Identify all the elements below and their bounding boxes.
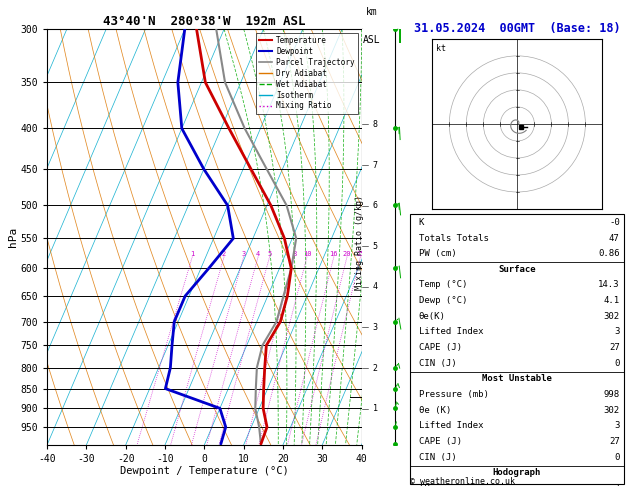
Text: 3: 3: [615, 421, 620, 430]
Text: ASL: ASL: [363, 35, 381, 45]
Text: 302: 302: [604, 406, 620, 415]
Text: Lifted Index: Lifted Index: [419, 421, 483, 430]
Text: CIN (J): CIN (J): [419, 452, 456, 462]
Text: 2: 2: [222, 251, 226, 257]
Text: -0: -0: [609, 218, 620, 227]
Text: 0.86: 0.86: [598, 249, 620, 258]
Text: K: K: [419, 218, 424, 227]
Text: 8: 8: [292, 251, 297, 257]
Text: Totals Totals: Totals Totals: [419, 234, 489, 243]
Y-axis label: hPa: hPa: [8, 227, 18, 247]
Legend: Temperature, Dewpoint, Parcel Trajectory, Dry Adiabat, Wet Adiabat, Isotherm, Mi: Temperature, Dewpoint, Parcel Trajectory…: [255, 33, 358, 114]
FancyBboxPatch shape: [410, 214, 624, 484]
Text: 27: 27: [609, 437, 620, 446]
Text: CAPE (J): CAPE (J): [419, 343, 462, 352]
Text: 25: 25: [356, 251, 365, 257]
Text: 31.05.2024  00GMT  (Base: 18): 31.05.2024 00GMT (Base: 18): [414, 22, 620, 35]
Text: 302: 302: [604, 312, 620, 321]
Text: -7: -7: [609, 484, 620, 486]
Text: 4: 4: [256, 251, 260, 257]
Text: Dewp (°C): Dewp (°C): [419, 296, 467, 305]
Text: 8: 8: [372, 120, 377, 129]
Text: Lifted Index: Lifted Index: [419, 328, 483, 336]
Text: EH: EH: [419, 484, 430, 486]
Text: LCL: LCL: [363, 392, 377, 401]
Text: 3: 3: [615, 328, 620, 336]
Text: Temp (°C): Temp (°C): [419, 280, 467, 290]
Text: 47: 47: [609, 234, 620, 243]
Text: 7: 7: [372, 160, 377, 170]
Text: 14.3: 14.3: [598, 280, 620, 290]
X-axis label: Dewpoint / Temperature (°C): Dewpoint / Temperature (°C): [120, 467, 289, 476]
Text: PW (cm): PW (cm): [419, 249, 456, 258]
Text: kt: kt: [436, 44, 446, 53]
Text: 0: 0: [615, 452, 620, 462]
Text: Most Unstable: Most Unstable: [482, 374, 552, 383]
Text: km: km: [366, 7, 377, 17]
Text: 3: 3: [372, 323, 377, 332]
Text: 1: 1: [190, 251, 194, 257]
Text: θe (K): θe (K): [419, 406, 451, 415]
Text: 998: 998: [604, 390, 620, 399]
Text: 1: 1: [372, 404, 377, 413]
Text: Hodograph: Hodograph: [493, 468, 541, 477]
Text: Mixing Ratio (g/kg): Mixing Ratio (g/kg): [355, 195, 364, 291]
Text: θe(K): θe(K): [419, 312, 445, 321]
Title: 43°40'N  280°38'W  192m ASL: 43°40'N 280°38'W 192m ASL: [103, 15, 306, 28]
Text: 4: 4: [372, 282, 377, 291]
Text: 4.1: 4.1: [604, 296, 620, 305]
Text: Surface: Surface: [498, 265, 536, 274]
Text: 0: 0: [615, 359, 620, 368]
Text: 3: 3: [242, 251, 246, 257]
Text: 20: 20: [343, 251, 351, 257]
Text: 27: 27: [609, 343, 620, 352]
Text: CIN (J): CIN (J): [419, 359, 456, 368]
Text: 2: 2: [372, 364, 377, 373]
Text: 16: 16: [330, 251, 338, 257]
Text: 5: 5: [267, 251, 272, 257]
Text: Pressure (mb): Pressure (mb): [419, 390, 489, 399]
Text: © weatheronline.co.uk: © weatheronline.co.uk: [410, 476, 515, 486]
Text: 10: 10: [303, 251, 311, 257]
Text: CAPE (J): CAPE (J): [419, 437, 462, 446]
Text: 5: 5: [372, 242, 377, 251]
Text: 6: 6: [372, 201, 377, 210]
